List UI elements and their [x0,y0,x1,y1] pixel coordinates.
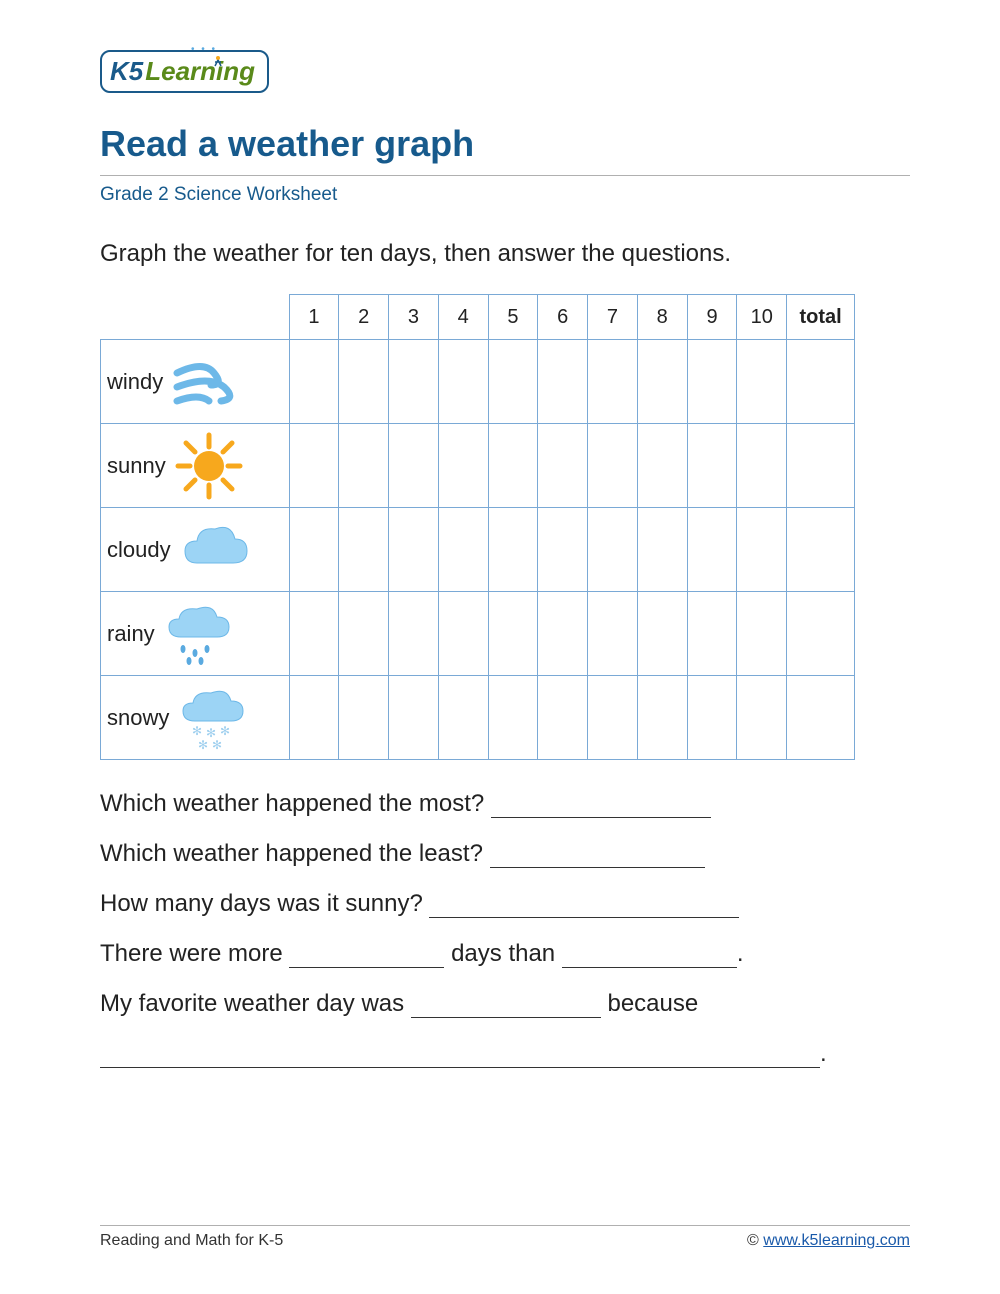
svg-text:✻: ✻ [220,724,230,738]
svg-text:✻: ✻ [212,738,222,752]
table-row: windy [101,340,855,424]
rain-icon [161,597,235,671]
day-header: 4 [438,295,488,340]
svg-text:✻: ✻ [192,724,202,738]
row-label: sunny [107,453,166,479]
footer-link[interactable]: www.k5learning.com [763,1232,910,1249]
total-header: total [787,295,855,340]
question-2: Which weather happened the least? [100,840,910,868]
day-header: 8 [637,295,687,340]
footer-left: Reading and Math for K-5 [100,1232,283,1250]
footer-right: © www.k5learning.com [747,1232,910,1250]
weather-table: 1 2 3 4 5 6 7 8 9 10 total windy [100,294,855,760]
table-row: snowy ✻✻✻ ✻✻ [101,676,855,760]
subtitle: Grade 2 Science Worksheet [100,184,910,206]
question-5-line2: . [100,1040,910,1068]
row-label: windy [107,369,163,395]
row-label: rainy [107,621,155,647]
day-header: 6 [538,295,588,340]
title-divider [100,175,910,176]
snow-icon: ✻✻✻ ✻✻ [175,681,249,755]
footer: Reading and Math for K-5 © www.k5learnin… [100,1225,910,1250]
sun-icon [172,429,246,503]
question-4: There were more days than . [100,940,910,968]
question-3: How many days was it sunny? [100,890,910,918]
svg-text:✻: ✻ [198,738,208,752]
day-header: 7 [588,295,638,340]
table-row: cloudy [101,508,855,592]
page-title: Read a weather graph [100,123,910,165]
day-header: 9 [687,295,737,340]
row-label: cloudy [107,537,171,563]
day-header: 1 [289,295,339,340]
table-row: sunny [101,424,855,508]
day-header: 3 [389,295,439,340]
table-row: rainy [101,592,855,676]
wind-icon [169,345,243,419]
question-1: Which weather happened the most? [100,790,910,818]
table-header-row: 1 2 3 4 5 6 7 8 9 10 total [101,295,855,340]
row-label: snowy [107,705,169,731]
cloud-icon [177,513,251,587]
day-header: 10 [737,295,787,340]
day-header: 5 [488,295,538,340]
instruction-text: Graph the weather for ten days, then ans… [100,240,910,268]
day-header: 2 [339,295,389,340]
logo-k5: K5 [110,56,143,87]
logo: • • • K5 Learning [100,50,910,93]
logo-learning: Learning [145,56,255,87]
question-5: My favorite weather day was because [100,990,910,1018]
